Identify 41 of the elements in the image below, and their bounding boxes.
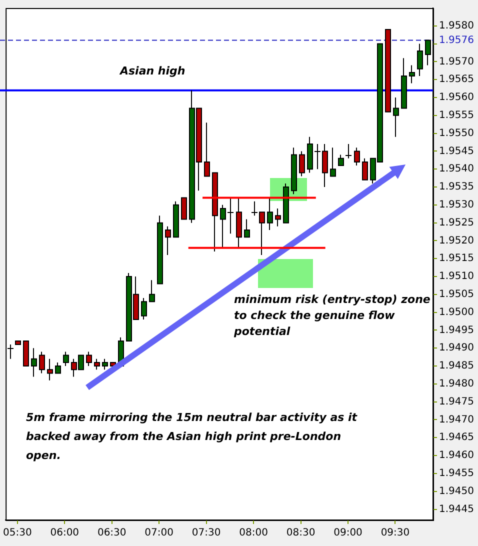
y-tick-label: 1.9580 [439, 20, 474, 32]
ref-line-label: 1.9576 [439, 34, 474, 46]
annotation: 5m frame mirroring the 15m neutral bar activity as it backed away from the Asian high print pre-London open. [26, 410, 358, 462]
y-tick-label: 1.9445 [439, 504, 474, 515]
x-tick-label: 09:00 [334, 528, 362, 539]
y-tick-label: 1.9535 [439, 182, 474, 193]
x-tick-label: 08:30 [286, 528, 316, 539]
y-tick-label: 1.9560 [439, 92, 474, 104]
x-tick-label: 07:00 [144, 528, 174, 539]
y-tick-label: 1.9565 [439, 74, 474, 86]
y-tick-label: 1.9500 [439, 306, 474, 318]
y-tick-label: 1.9465 [439, 432, 474, 444]
x-tick-label: 09:30 [380, 528, 410, 539]
y-tick-label: 1.9485 [439, 360, 474, 372]
x-tick-label: 06:30 [97, 528, 126, 539]
y-tick-label: 1.9450 [439, 486, 474, 497]
y-tick-label: 1.9470 [439, 414, 474, 426]
x-tick-label: 06:00 [50, 528, 80, 539]
y-tick-label: 1.9510 [439, 271, 474, 282]
y-tick-label: 1.9495 [439, 324, 474, 336]
x-tick-label: 07:30 [192, 528, 221, 539]
annotation: minimum risk (entry-stop) zone to check the genuine flow potential [233, 292, 431, 338]
y-tick-label: 1.9505 [439, 289, 474, 300]
y-tick-label: 1.9490 [439, 342, 474, 354]
y-tick-label: 1.9520 [439, 235, 474, 246]
y-tick-label: 1.9545 [439, 146, 474, 157]
y-tick-label: 1.9530 [439, 200, 474, 211]
x-tick-label: 08:00 [239, 528, 268, 539]
candlestick [345, 144, 352, 159]
ref-line-label: Asian high [119, 64, 186, 78]
y-tick-label: 1.9475 [439, 396, 474, 408]
y-tick-label: 1.9480 [439, 378, 474, 390]
y-tick-label: 1.9455 [439, 468, 474, 480]
y-tick-label: 1.9525 [439, 217, 474, 228]
y-tick-label: 1.9460 [439, 450, 474, 462]
y-tick-label: 1.9550 [439, 128, 474, 139]
y-tick-label: 1.9555 [439, 110, 474, 122]
y-tick-label: 1.9540 [439, 164, 474, 175]
y-tick-label: 1.9570 [439, 56, 474, 68]
y-tick-label: 1.9515 [439, 253, 474, 264]
x-tick-label: 05:30 [2, 528, 32, 539]
